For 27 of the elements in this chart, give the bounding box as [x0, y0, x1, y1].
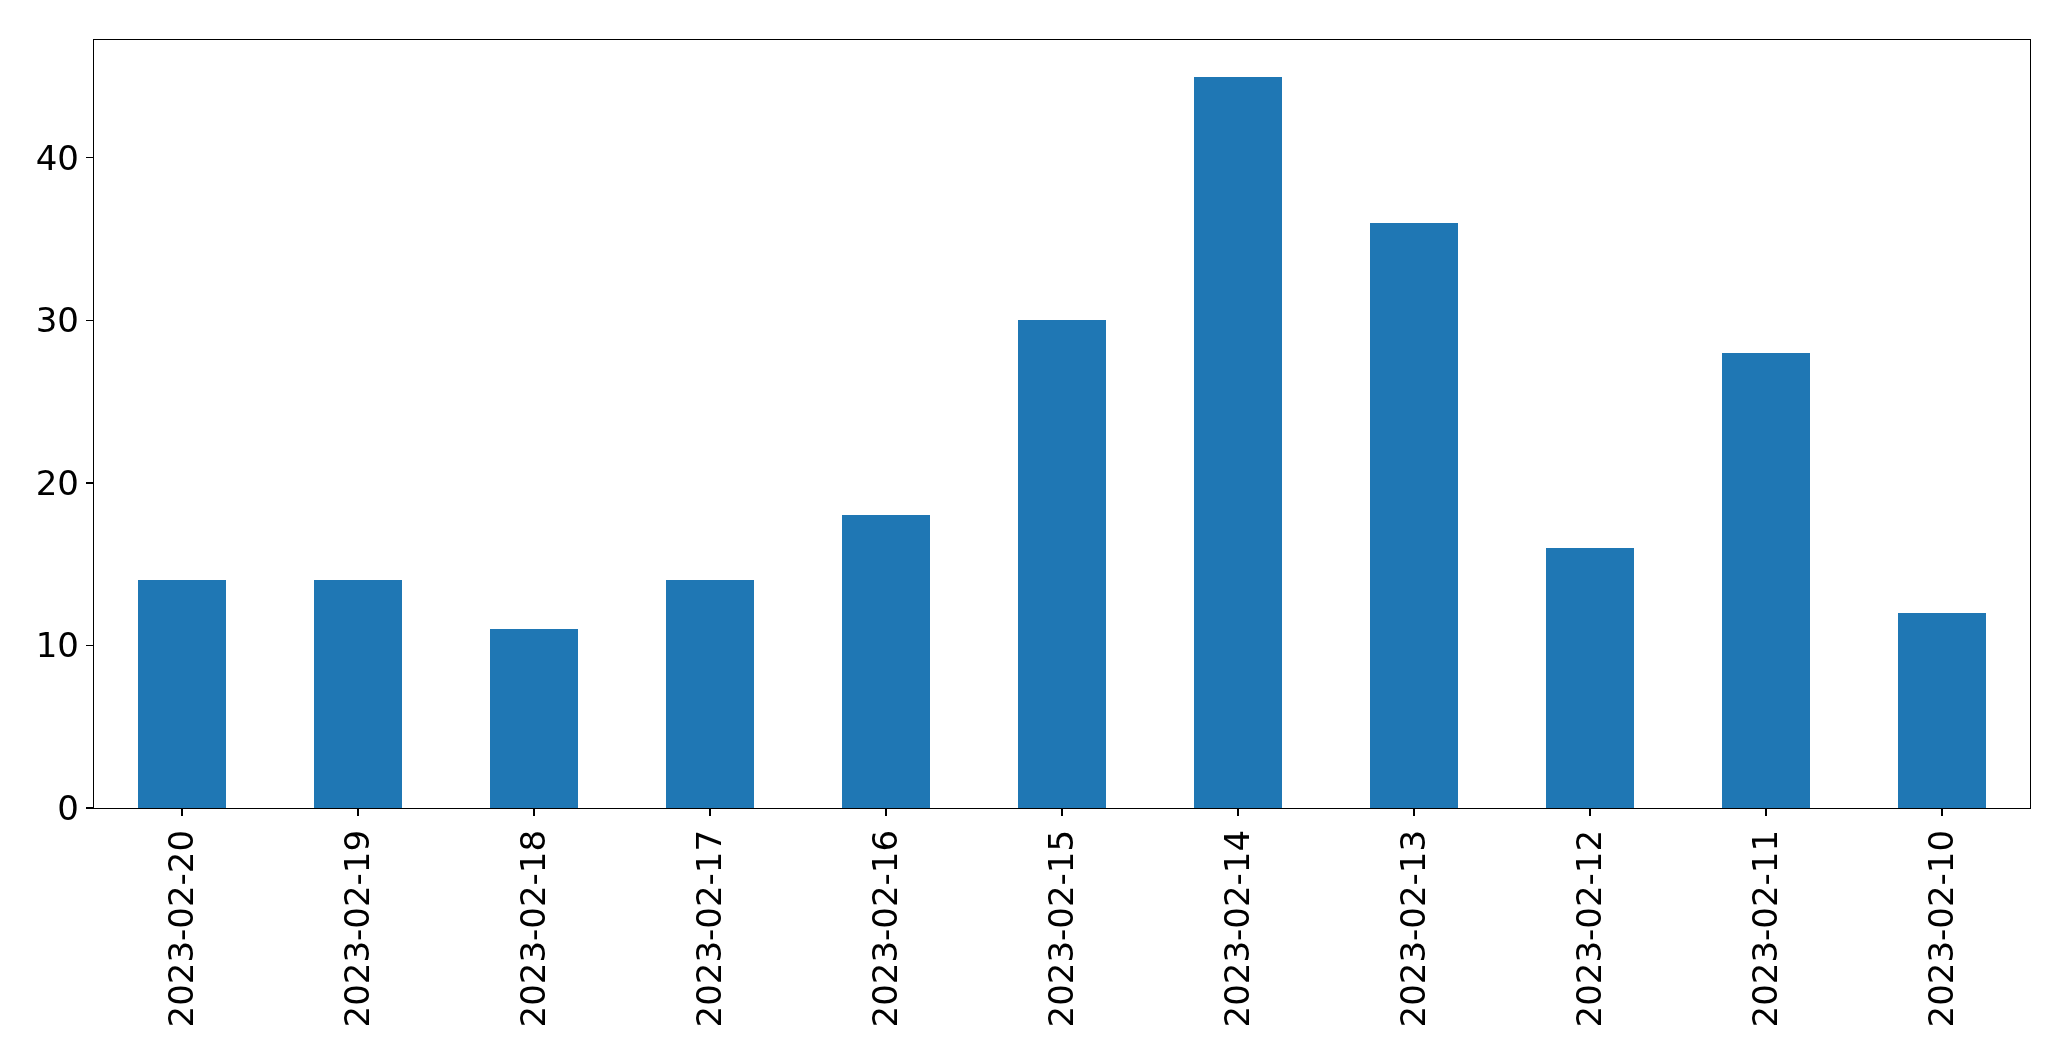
x-tick-label: 2023-02-14	[1217, 829, 1258, 1028]
y-tick-label: 20	[35, 462, 79, 503]
x-tick-label: 2023-02-19	[337, 829, 378, 1028]
bar	[314, 580, 402, 808]
bar	[1898, 612, 1986, 808]
x-tick-label: 2023-02-15	[1041, 829, 1082, 1028]
bar	[1194, 76, 1282, 808]
y-tick-label: 0	[57, 787, 79, 828]
x-tick-label: 2023-02-12	[1569, 829, 1610, 1028]
bar	[666, 580, 754, 808]
y-tick-label: 10	[35, 625, 79, 666]
y-tick-label: 30	[35, 300, 79, 341]
bar	[138, 580, 226, 808]
bar	[1370, 222, 1458, 808]
x-tick-label: 2023-02-13	[1393, 829, 1434, 1028]
bar	[490, 629, 578, 808]
bar	[1546, 547, 1634, 808]
x-tick-label: 2023-02-18	[513, 829, 554, 1028]
x-tick-label: 2023-02-10	[1921, 829, 1962, 1028]
bar	[842, 515, 930, 808]
x-tick-label: 2023-02-16	[865, 829, 906, 1028]
x-tick-label: 2023-02-20	[161, 829, 202, 1028]
x-tick-label: 2023-02-17	[689, 829, 730, 1028]
x-tick-label: 2023-02-11	[1745, 829, 1786, 1028]
bar	[1722, 352, 1810, 808]
bar	[1018, 320, 1106, 808]
y-tick-label: 40	[35, 137, 79, 178]
